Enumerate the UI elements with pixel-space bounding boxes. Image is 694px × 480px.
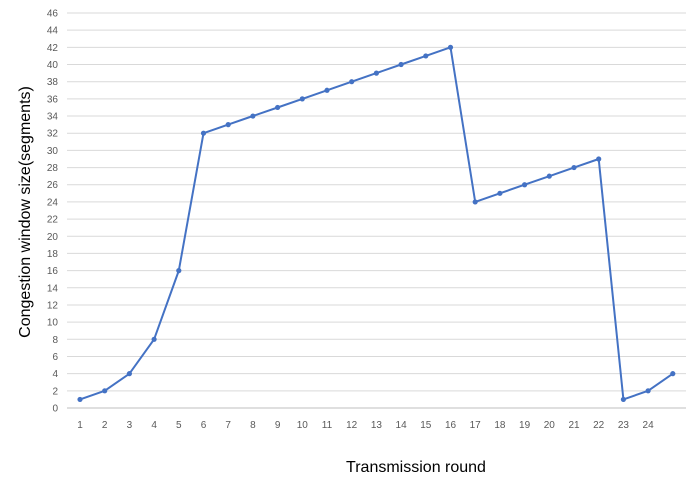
- y-tick-label: 38: [47, 77, 59, 88]
- y-tick-label: 2: [52, 386, 58, 397]
- x-tick-label: 15: [420, 420, 432, 431]
- data-point: [472, 199, 478, 205]
- y-tick-label: 20: [47, 232, 59, 243]
- x-tick-label: 10: [297, 420, 309, 431]
- plot-area: [77, 44, 676, 403]
- x-tick-label: 1: [77, 420, 83, 431]
- data-point: [596, 156, 602, 162]
- data-point: [447, 44, 454, 50]
- x-tick-label: 16: [445, 420, 457, 431]
- data-point: [250, 113, 256, 119]
- data-point: [299, 96, 305, 102]
- data-point: [497, 190, 503, 196]
- data-point: [620, 396, 627, 403]
- data-point: [349, 79, 355, 85]
- x-tick-label: 21: [568, 420, 580, 431]
- y-tick-label: 40: [47, 60, 59, 71]
- x-tick-label: 14: [396, 420, 408, 431]
- y-tick-label: 8: [52, 335, 58, 346]
- data-point: [176, 268, 182, 274]
- data-point: [398, 61, 404, 68]
- y-tick-label: 32: [47, 129, 59, 140]
- x-tick-label: 11: [322, 420, 333, 431]
- x-axis-title: Transmission round: [346, 459, 486, 476]
- data-point: [546, 173, 552, 179]
- y-tick-label: 28: [47, 163, 59, 174]
- x-tick-label: 8: [250, 420, 256, 431]
- x-tick-label: 5: [176, 420, 182, 431]
- data-point: [275, 104, 281, 111]
- series-line: [79, 46, 674, 401]
- data-point: [423, 53, 429, 59]
- y-tick-label: 46: [47, 9, 59, 20]
- x-tick-label: 6: [201, 420, 207, 431]
- x-axis-ticks: 1 2 3 4 5 6 7 8 9 10 11 12 13 14 15 16 17 18 19 20 21 22 23 24: [77, 420, 654, 431]
- y-axis-ticks: 0246810121416182022242628303234363840424…: [47, 9, 59, 415]
- x-tick-label: 20: [544, 420, 556, 431]
- y-tick-label: 14: [47, 283, 59, 294]
- data-point: [77, 396, 83, 403]
- gridlines: [67, 12, 686, 409]
- y-tick-label: 24: [47, 197, 59, 208]
- x-tick-label: 19: [519, 420, 531, 431]
- y-tick-label: 16: [47, 266, 59, 277]
- y-tick-label: 34: [47, 112, 59, 123]
- y-tick-label: 0: [52, 404, 58, 415]
- data-point: [324, 87, 330, 93]
- y-tick-label: 18: [47, 249, 59, 260]
- y-tick-label: 10: [47, 318, 59, 329]
- x-tick-label: 24: [643, 420, 655, 431]
- data-point: [151, 336, 157, 342]
- x-tick-label: 9: [275, 420, 281, 431]
- x-tick-label: 13: [371, 420, 383, 431]
- data-point: [225, 122, 231, 128]
- data-point: [571, 164, 577, 171]
- y-tick-label: 26: [47, 180, 59, 191]
- x-tick-label: 18: [494, 420, 506, 431]
- y-tick-label: 4: [52, 369, 58, 380]
- y-tick-label: 44: [47, 26, 59, 37]
- y-tick-label: 12: [47, 300, 59, 311]
- y-tick-label: 36: [47, 94, 59, 105]
- y-axis-title: Congestion window size(segments): [17, 86, 34, 338]
- x-tick-label: 12: [346, 420, 358, 431]
- data-point: [373, 70, 379, 76]
- y-tick-label: 30: [47, 146, 59, 157]
- x-tick-label: 2: [102, 420, 108, 431]
- x-tick-label: 3: [127, 420, 133, 431]
- data-point: [645, 388, 651, 394]
- y-tick-label: 42: [47, 43, 59, 54]
- data-point: [102, 388, 108, 394]
- data-point: [522, 182, 528, 188]
- y-tick-label: 6: [52, 352, 58, 363]
- data-point: [670, 371, 676, 377]
- x-tick-label: 17: [470, 420, 482, 431]
- x-tick-label: 7: [225, 420, 231, 431]
- x-tick-label: 22: [593, 420, 605, 431]
- x-tick-label: 4: [151, 420, 157, 431]
- data-point: [126, 371, 132, 377]
- x-tick-label: 23: [618, 420, 630, 431]
- data-point: [200, 130, 207, 136]
- y-tick-label: 22: [47, 215, 59, 226]
